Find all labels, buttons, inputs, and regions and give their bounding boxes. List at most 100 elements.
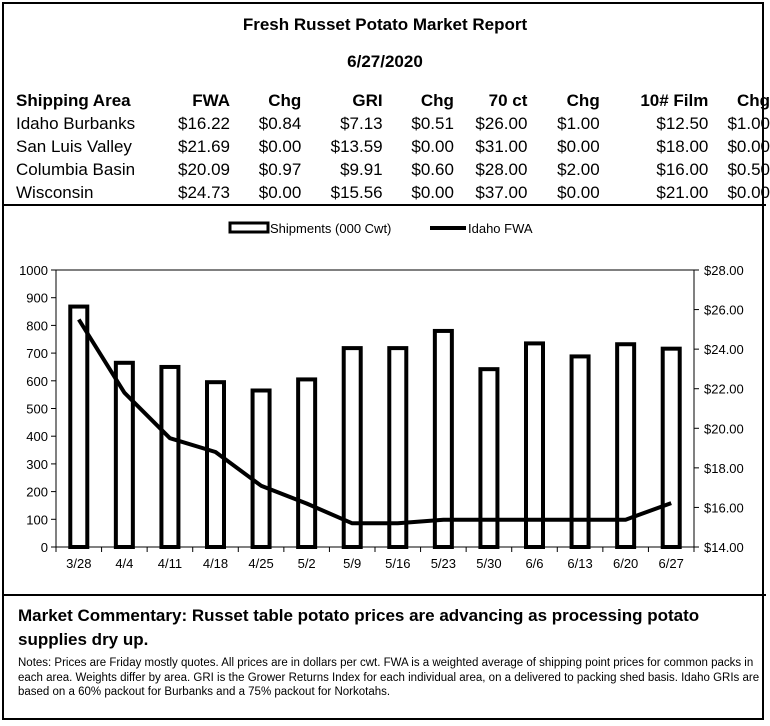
cell-gri: $7.13 bbox=[340, 113, 383, 133]
cell-70ct-chg: $0.00 bbox=[557, 136, 600, 156]
cell-10film: $21.00 bbox=[656, 182, 709, 202]
right-axis-tick-label: $16.00 bbox=[704, 500, 744, 515]
cell-70ct: $26.00 bbox=[475, 113, 528, 133]
header-gri: GRI bbox=[352, 90, 383, 110]
cell-70ct: $37.00 bbox=[475, 182, 528, 202]
cell-10film: $12.50 bbox=[656, 113, 709, 133]
x-axis-tick-label: 4/25 bbox=[248, 556, 273, 571]
left-axis-tick-label: 200 bbox=[26, 485, 48, 500]
left-axis-tick-label: 400 bbox=[26, 429, 48, 444]
report-title: Fresh Russet Potato Market Report bbox=[242, 15, 528, 34]
left-axis-tick-label: 300 bbox=[26, 457, 48, 472]
report-frame bbox=[2, 2, 764, 720]
shipment-bar bbox=[113, 360, 135, 549]
cell-gri-chg: $0.51 bbox=[411, 113, 454, 133]
idaho-fwa-line bbox=[77, 318, 672, 526]
right-axis-tick-label: $14.00 bbox=[704, 540, 744, 555]
cell-70ct-chg: $1.00 bbox=[557, 113, 600, 133]
legend-swatch-shipments bbox=[228, 221, 270, 234]
cell-10film: $18.00 bbox=[656, 136, 709, 156]
x-axis-tick-label: 4/18 bbox=[203, 556, 228, 571]
right-axis-tick-label: $26.00 bbox=[704, 303, 744, 318]
cell-10film-chg: $1.00 bbox=[727, 113, 770, 133]
x-axis-tick-label: 5/9 bbox=[343, 556, 361, 571]
cell-gri-chg: $0.00 bbox=[411, 136, 454, 156]
shipment-bar bbox=[569, 354, 591, 549]
cell-area: Idaho Burbanks bbox=[16, 113, 136, 133]
cell-70ct-chg: $2.00 bbox=[557, 159, 600, 179]
table-row: Idaho Burbanks $16.22 $0.84 $7.13 $0.51 … bbox=[16, 112, 770, 135]
cell-fwa: $24.73 bbox=[178, 182, 230, 202]
cell-10film-chg: $0.50 bbox=[727, 159, 770, 179]
chart-legend: Shipments (000 Cwt) Idaho FWA bbox=[228, 221, 533, 236]
cell-10film: $16.00 bbox=[656, 159, 709, 179]
bar-series bbox=[68, 304, 682, 550]
cell-fwa: $16.22 bbox=[178, 113, 230, 133]
cell-gri: $9.91 bbox=[340, 159, 383, 179]
table-row: Wisconsin $24.73 $0.00 $15.56 $0.00 $37.… bbox=[16, 181, 770, 204]
right-axis-tick-label: $24.00 bbox=[704, 342, 744, 357]
header-70ct: 70 ct bbox=[488, 90, 528, 110]
shipment-bar bbox=[387, 346, 409, 549]
shipment-bar bbox=[341, 346, 363, 549]
right-axis-tick-label: $28.00 bbox=[704, 263, 744, 278]
x-axis-tick-label: 6/20 bbox=[613, 556, 638, 571]
x-axis-tick-label: 3/28 bbox=[66, 556, 91, 571]
table-row: Columbia Basin $20.09 $0.97 $9.91 $0.60 … bbox=[16, 158, 770, 181]
cell-area: Wisconsin bbox=[16, 182, 94, 202]
shipment-bar bbox=[615, 342, 637, 549]
shipment-bar bbox=[68, 304, 90, 550]
cell-fwa-chg: $0.97 bbox=[258, 159, 302, 179]
line-series bbox=[77, 318, 672, 526]
plot-area-border bbox=[55, 269, 695, 548]
shipments-price-chart: Shipments (000 Cwt) Idaho FWA 0 100 200 300… bbox=[19, 221, 744, 571]
cell-70ct: $31.00 bbox=[475, 136, 528, 156]
report-notes: Notes: Prices are Friday mostly quotes. … bbox=[18, 657, 760, 698]
x-axis-tick-label: 4/11 bbox=[158, 556, 182, 571]
left-axis-tick-label: 700 bbox=[26, 346, 48, 361]
cell-10film-chg: $0.00 bbox=[727, 136, 770, 156]
shipment-bar bbox=[296, 377, 318, 549]
market-commentary: Market Commentary: Russet table potato p… bbox=[18, 606, 700, 649]
shipment-bar bbox=[524, 341, 545, 549]
shipment-bar bbox=[250, 388, 272, 549]
right-axis-tick-label: $18.00 bbox=[704, 461, 744, 476]
x-axis-tick-label: 5/16 bbox=[385, 556, 410, 571]
left-axis-tick-label: 0 bbox=[41, 540, 48, 555]
x-axis-tick-label: 5/2 bbox=[298, 556, 316, 571]
left-axis-tick-label: 800 bbox=[26, 318, 48, 333]
x-axis-tick-label: 5/23 bbox=[431, 556, 456, 571]
cell-70ct-chg: $0.00 bbox=[557, 182, 600, 202]
shipment-bar bbox=[478, 367, 500, 549]
header-10film-chg: Chg bbox=[736, 90, 770, 110]
market-table: Shipping Area FWA Chg GRI Chg 70 ct Chg … bbox=[16, 89, 770, 204]
header-70ct-chg: Chg bbox=[566, 90, 600, 110]
cell-gri: $13.59 bbox=[330, 136, 383, 156]
cell-fwa: $21.69 bbox=[178, 136, 230, 156]
legend-label-idaho-fwa: Idaho FWA bbox=[468, 221, 533, 236]
x-axis-tick-label: 6/6 bbox=[525, 556, 543, 571]
shipment-bar bbox=[660, 346, 682, 549]
chart-panel: Shipments (000 Cwt) Idaho FWA 0 100 200 300… bbox=[4, 204, 766, 596]
header-fwa-chg: Chg bbox=[268, 90, 302, 110]
header-shipping-area: Shipping Area bbox=[16, 90, 131, 110]
cell-70ct: $28.00 bbox=[475, 159, 528, 179]
table-row: San Luis Valley $21.69 $0.00 $13.59 $0.0… bbox=[16, 135, 770, 158]
chart-axes: 0 100 200 300 400 500 600 700 800 900 1000 $14.00 $1… bbox=[19, 263, 744, 571]
legend-label-shipments: Shipments (000 Cwt) bbox=[270, 221, 391, 236]
cell-gri-chg: $0.00 bbox=[411, 182, 454, 202]
cell-gri-chg: $0.60 bbox=[411, 159, 454, 179]
x-axis-tick-label: 5/30 bbox=[476, 556, 501, 571]
right-axis-tick-label: $22.00 bbox=[704, 382, 744, 397]
left-axis-tick-label: 500 bbox=[26, 402, 48, 417]
left-axis-tick-label: 900 bbox=[26, 291, 48, 306]
x-axis-tick-label: 6/13 bbox=[567, 556, 592, 571]
cell-fwa-chg: $0.00 bbox=[258, 182, 302, 202]
header-fwa: FWA bbox=[192, 90, 230, 110]
cell-area: San Luis Valley bbox=[16, 136, 132, 156]
table-header-row: Shipping Area FWA Chg GRI Chg 70 ct Chg … bbox=[16, 89, 770, 112]
cell-fwa-chg: $0.84 bbox=[258, 113, 302, 133]
report-date: 6/27/2020 bbox=[347, 52, 423, 71]
x-axis-tick-label: 6/27 bbox=[659, 556, 684, 571]
left-axis-tick-label: 600 bbox=[26, 374, 48, 389]
